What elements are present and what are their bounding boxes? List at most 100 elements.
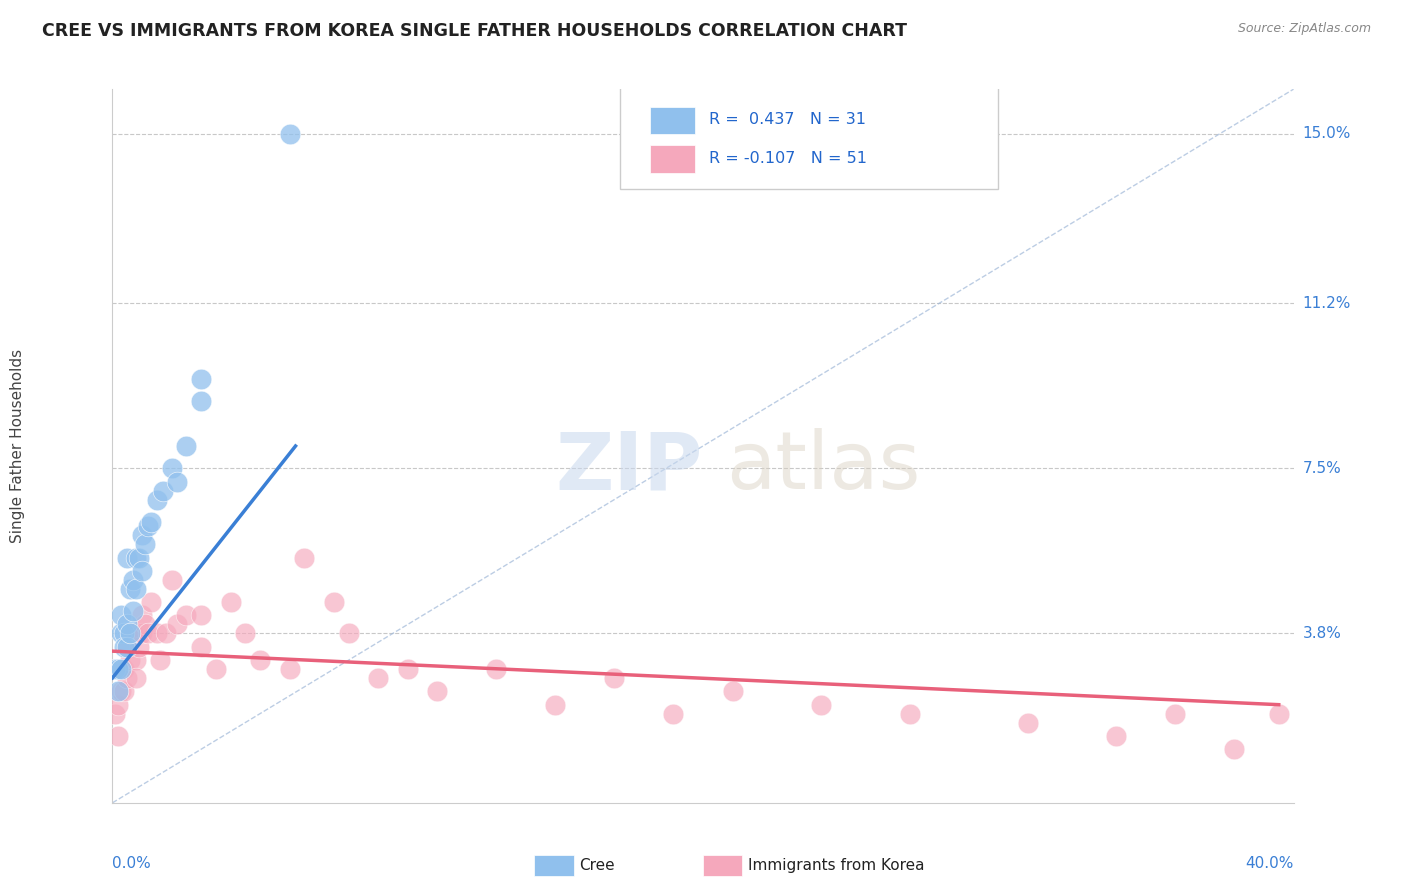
Text: Single Father Households: Single Father Households <box>10 349 25 543</box>
Point <box>323 595 346 609</box>
Point <box>104 706 127 721</box>
Point <box>1105 729 1128 743</box>
Point <box>136 519 159 533</box>
Point <box>117 640 138 654</box>
Point <box>112 640 135 654</box>
Point <box>367 671 389 685</box>
Point <box>131 626 153 640</box>
Point <box>190 640 212 654</box>
Point <box>166 617 188 632</box>
Point <box>136 626 159 640</box>
Point <box>131 528 153 542</box>
Point <box>149 653 172 667</box>
Point <box>190 608 212 623</box>
Point <box>110 608 132 623</box>
Text: 15.0%: 15.0% <box>1302 127 1351 141</box>
Point <box>544 698 567 712</box>
Text: ZIP: ZIP <box>555 428 703 507</box>
Point <box>122 626 145 640</box>
Point <box>120 626 142 640</box>
Point <box>292 550 315 565</box>
Point <box>233 626 256 640</box>
Text: CREE VS IMMIGRANTS FROM KOREA SINGLE FATHER HOUSEHOLDS CORRELATION CHART: CREE VS IMMIGRANTS FROM KOREA SINGLE FAT… <box>42 22 907 40</box>
Point <box>120 626 142 640</box>
Point <box>104 662 127 676</box>
Point <box>146 626 169 640</box>
Point <box>205 662 228 676</box>
Point <box>160 573 183 587</box>
Point <box>1164 706 1187 721</box>
Text: R = -0.107   N = 51: R = -0.107 N = 51 <box>709 151 868 166</box>
Point <box>278 662 301 676</box>
Point <box>128 550 150 565</box>
Point <box>898 706 921 721</box>
Text: Immigrants from Korea: Immigrants from Korea <box>748 858 925 872</box>
Point <box>112 684 135 698</box>
Point <box>190 372 212 386</box>
Text: Source: ZipAtlas.com: Source: ZipAtlas.com <box>1237 22 1371 36</box>
Point <box>112 626 135 640</box>
Point <box>337 626 360 640</box>
FancyBboxPatch shape <box>620 86 998 189</box>
Point <box>107 698 129 712</box>
Point <box>125 653 148 667</box>
Point <box>112 662 135 676</box>
Text: 3.8%: 3.8% <box>1302 626 1341 640</box>
Text: 11.2%: 11.2% <box>1302 296 1351 310</box>
Point <box>107 662 129 676</box>
Point <box>810 698 832 712</box>
Point <box>125 671 148 685</box>
Point <box>107 684 129 698</box>
Text: Cree: Cree <box>579 858 614 872</box>
Point <box>117 617 138 632</box>
Point <box>662 706 685 721</box>
Point <box>396 662 419 676</box>
Point <box>219 595 242 609</box>
Point <box>139 595 162 609</box>
Point <box>125 582 148 596</box>
Point <box>110 662 132 676</box>
Point <box>278 127 301 141</box>
Point <box>190 394 212 409</box>
Point <box>117 550 138 565</box>
Text: 7.5%: 7.5% <box>1302 461 1341 475</box>
Point <box>174 439 197 453</box>
FancyBboxPatch shape <box>650 107 695 134</box>
Point <box>160 461 183 475</box>
Point <box>122 604 145 618</box>
Point <box>426 684 449 698</box>
Point <box>152 483 174 498</box>
FancyBboxPatch shape <box>650 145 695 172</box>
Point <box>139 515 162 529</box>
Point <box>174 608 197 623</box>
Point <box>107 729 129 743</box>
Point <box>128 640 150 654</box>
Point <box>110 684 132 698</box>
Text: atlas: atlas <box>727 428 921 507</box>
Point <box>146 492 169 507</box>
Point <box>110 626 132 640</box>
Point <box>117 671 138 685</box>
Point <box>249 653 271 667</box>
Point <box>1268 706 1291 721</box>
Point <box>110 662 132 676</box>
Text: 0.0%: 0.0% <box>112 856 152 871</box>
Text: 40.0%: 40.0% <box>1246 856 1294 871</box>
Point <box>120 582 142 596</box>
Point <box>131 564 153 578</box>
Point <box>131 608 153 623</box>
Point <box>721 684 744 698</box>
Point <box>603 671 626 685</box>
Point <box>1223 742 1246 756</box>
Point <box>122 573 145 587</box>
Point <box>134 537 156 551</box>
Point <box>1017 715 1039 730</box>
Text: R =  0.437   N = 31: R = 0.437 N = 31 <box>709 112 866 128</box>
Point <box>125 550 148 565</box>
Point <box>134 617 156 632</box>
Point <box>120 653 142 667</box>
Point <box>155 626 177 640</box>
Point <box>117 640 138 654</box>
Point <box>485 662 508 676</box>
Point <box>166 475 188 489</box>
